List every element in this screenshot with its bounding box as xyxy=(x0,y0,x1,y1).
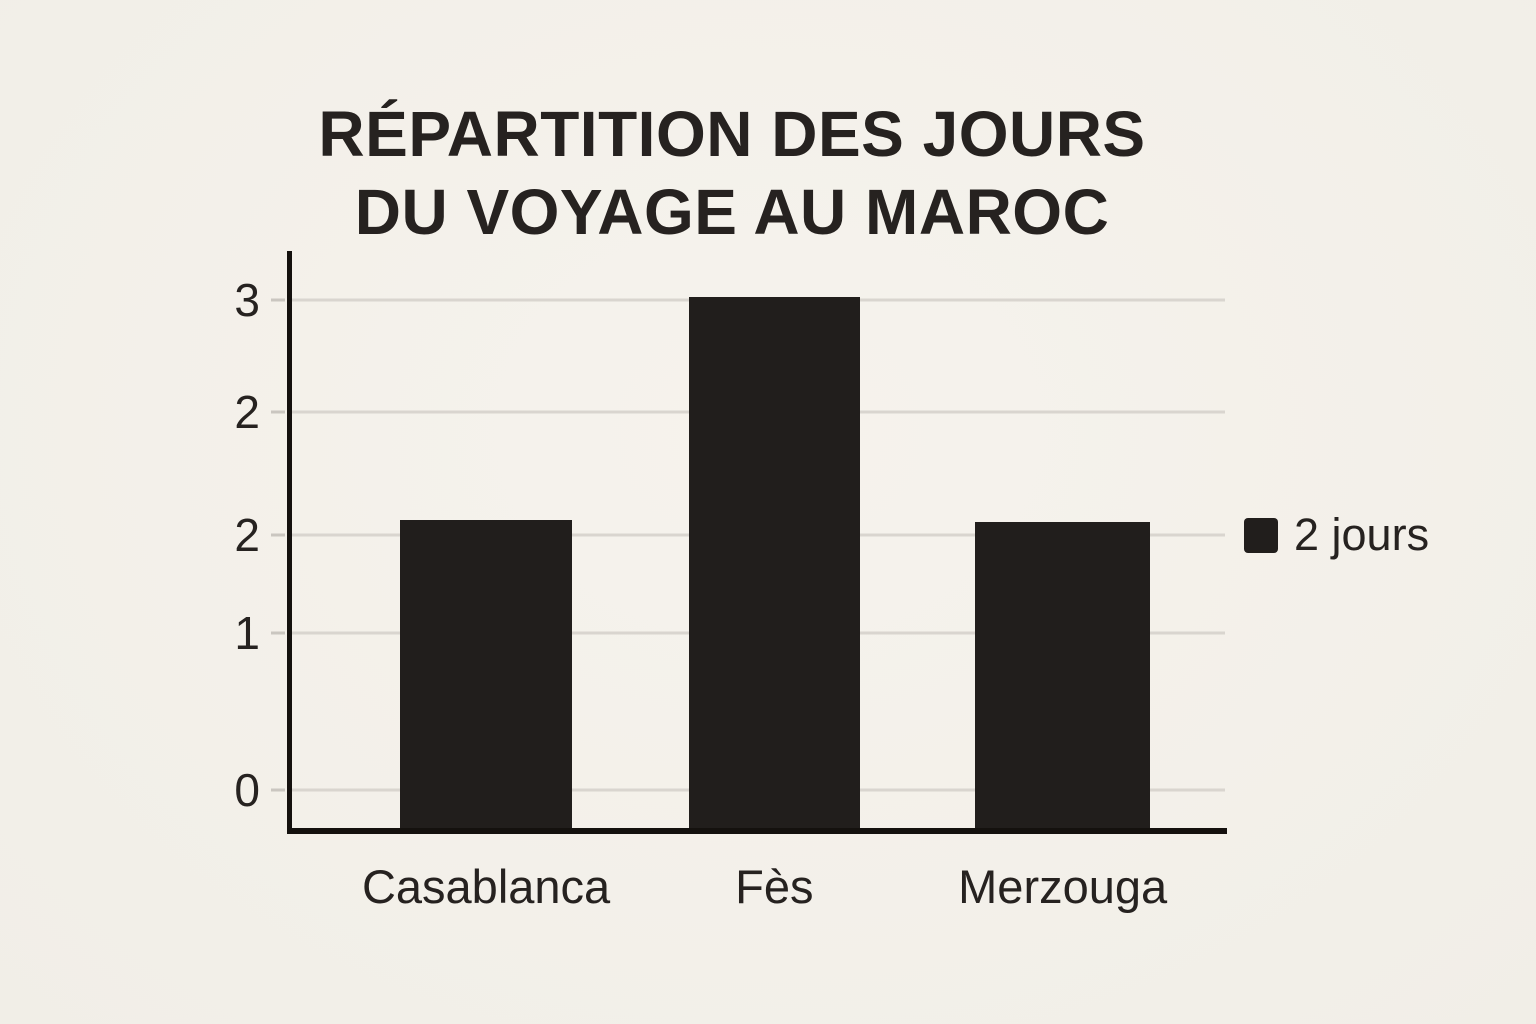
y-tick-label-3: 1 xyxy=(234,606,260,659)
plot-area: 3 2 2 1 0 Casablanca Fès Merzouga xyxy=(234,251,1227,912)
x-label-fes: Fès xyxy=(735,860,814,913)
bar-casablanca xyxy=(400,519,572,828)
chart-title-line-2: DU VOYAGE AU MAROC xyxy=(354,175,1110,248)
legend: 2 jours xyxy=(1244,512,1429,558)
x-axis-line xyxy=(287,828,1227,834)
chart-title: RÉPARTITION DES JOURS DU VOYAGE AU MAROC xyxy=(0,95,1464,251)
chart-title-line-1: RÉPARTITION DES JOURS xyxy=(318,97,1146,170)
y-tick-dash-1 xyxy=(271,410,285,414)
y-tick-dash-2 xyxy=(271,533,285,537)
y-tick-label-2: 2 xyxy=(234,508,260,561)
bar-merzouga xyxy=(974,522,1151,828)
y-tick-dash-4 xyxy=(271,788,285,792)
y-tick-label-4: 0 xyxy=(234,764,260,817)
x-label-merzouga: Merzouga xyxy=(958,860,1168,913)
legend-swatch xyxy=(1244,517,1278,553)
y-tick-dash-0 xyxy=(271,298,285,302)
y-axis-line xyxy=(287,251,292,834)
legend-label: 2 jours xyxy=(1294,509,1430,560)
bar-fes xyxy=(688,296,861,828)
y-tick-label-0: 3 xyxy=(234,274,260,327)
x-label-casablanca: Casablanca xyxy=(361,860,611,913)
y-tick-dash-3 xyxy=(271,631,285,634)
y-tick-label-1: 2 xyxy=(234,386,260,439)
